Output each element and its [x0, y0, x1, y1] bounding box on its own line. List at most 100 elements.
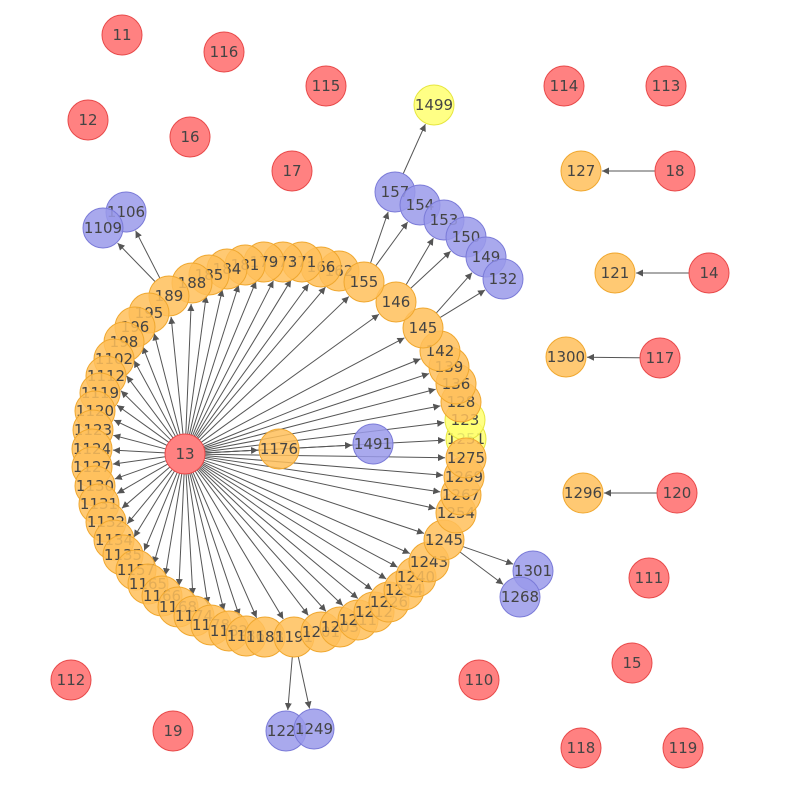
edge-146-153	[405, 237, 434, 285]
edge-13-162	[197, 286, 326, 440]
node-circle[interactable]	[352, 423, 394, 465]
node-circle[interactable]	[305, 65, 347, 107]
node-1268[interactable]: 1268	[499, 576, 541, 618]
node-label: 142	[426, 342, 455, 360]
node-1275[interactable]: 1275	[445, 437, 487, 479]
node-1300[interactable]: 1300	[545, 336, 587, 378]
node-circle[interactable]	[271, 150, 313, 192]
node-115[interactable]: 115	[305, 65, 347, 107]
edge-13-1165	[152, 473, 181, 564]
node-circle[interactable]	[258, 428, 300, 470]
node-circle[interactable]	[654, 150, 696, 192]
node-circle[interactable]	[639, 337, 681, 379]
node-circle[interactable]	[164, 433, 206, 475]
edge-13-1112	[120, 390, 172, 441]
node-127[interactable]: 127	[560, 150, 602, 192]
node-155[interactable]: 155	[343, 261, 385, 303]
node-112[interactable]: 112	[50, 659, 92, 701]
node-circle[interactable]	[482, 258, 524, 300]
edge-155-157	[370, 211, 390, 264]
edge-13-1178	[187, 473, 211, 605]
node-label: 16	[180, 128, 199, 146]
node-116[interactable]: 116	[203, 31, 245, 73]
edge-13-123	[204, 419, 445, 453]
node-circle[interactable]	[343, 261, 385, 303]
node-circle[interactable]	[458, 659, 500, 701]
node-146[interactable]: 146	[375, 281, 417, 323]
node-120[interactable]: 120	[656, 472, 698, 514]
node-114[interactable]: 114	[543, 65, 585, 107]
node-circle[interactable]	[662, 727, 704, 769]
edge-13-1254	[204, 457, 436, 511]
node-circle[interactable]	[82, 207, 124, 249]
node-circle[interactable]	[688, 252, 730, 294]
node-11[interactable]: 11	[101, 14, 143, 56]
node-circle[interactable]	[628, 557, 670, 599]
node-circle[interactable]	[152, 710, 194, 752]
node-1109[interactable]: 1109	[82, 207, 124, 249]
node-1176[interactable]: 1176	[258, 428, 300, 470]
node-132[interactable]: 132	[482, 258, 524, 300]
node-145[interactable]: 145	[402, 307, 444, 349]
edge-13-173	[193, 280, 274, 437]
edge-13-1251	[204, 436, 446, 454]
node-110[interactable]: 110	[458, 659, 500, 701]
node-119[interactable]: 119	[662, 727, 704, 769]
node-label: 12	[78, 111, 97, 129]
node-16[interactable]: 16	[169, 116, 211, 158]
node-circle[interactable]	[445, 437, 487, 479]
edge-1191-1224	[284, 656, 293, 711]
edge-13-1135	[133, 470, 175, 538]
node-1296[interactable]: 1296	[562, 472, 604, 514]
node-label: 1245	[425, 531, 463, 549]
node-circle[interactable]	[545, 336, 587, 378]
node-circle[interactable]	[560, 150, 602, 192]
node-circle[interactable]	[413, 84, 455, 126]
node-12[interactable]: 12	[67, 99, 109, 141]
node-circle[interactable]	[562, 472, 604, 514]
node-17[interactable]: 17	[271, 150, 313, 192]
edge-13-128	[204, 403, 441, 451]
node-label: 146	[382, 293, 411, 311]
node-circle[interactable]	[375, 281, 417, 323]
node-121[interactable]: 121	[594, 252, 636, 294]
node-118[interactable]: 118	[560, 727, 602, 769]
node-18[interactable]: 18	[654, 150, 696, 192]
node-15[interactable]: 15	[611, 642, 653, 684]
node-label: 121	[601, 264, 630, 282]
node-circle[interactable]	[67, 99, 109, 141]
node-13[interactable]: 13	[164, 433, 206, 475]
edge-13-1191	[194, 470, 284, 620]
node-circle[interactable]	[611, 642, 653, 684]
node-circle[interactable]	[402, 307, 444, 349]
node-circle[interactable]	[169, 116, 211, 158]
edge-13-179	[192, 281, 257, 436]
node-14[interactable]: 14	[688, 252, 730, 294]
node-circle[interactable]	[560, 727, 602, 769]
node-circle[interactable]	[656, 472, 698, 514]
node-circle[interactable]	[594, 252, 636, 294]
edge-13-1130	[114, 460, 167, 480]
edge-13-145	[202, 337, 405, 446]
node-circle[interactable]	[543, 65, 585, 107]
node-1491[interactable]: 1491	[352, 423, 394, 465]
node-circle[interactable]	[645, 65, 687, 107]
node-label: 1249	[295, 720, 333, 738]
node-label: 119	[669, 739, 698, 757]
node-circle[interactable]	[203, 31, 245, 73]
node-label: 114	[550, 77, 579, 95]
node-19[interactable]: 19	[152, 710, 194, 752]
edge-1245-1301	[462, 546, 514, 566]
node-1249[interactable]: 1249	[293, 708, 335, 750]
node-113[interactable]: 113	[645, 65, 687, 107]
node-111[interactable]: 111	[628, 557, 670, 599]
node-label: 117	[646, 349, 675, 367]
node-117[interactable]: 117	[639, 337, 681, 379]
edge-13-181	[190, 284, 240, 436]
node-1499[interactable]: 1499	[413, 84, 455, 126]
edge-13-1102	[126, 375, 174, 439]
node-circle[interactable]	[101, 14, 143, 56]
node-circle[interactable]	[50, 659, 92, 701]
node-circle[interactable]	[499, 576, 541, 618]
node-circle[interactable]	[293, 708, 335, 750]
